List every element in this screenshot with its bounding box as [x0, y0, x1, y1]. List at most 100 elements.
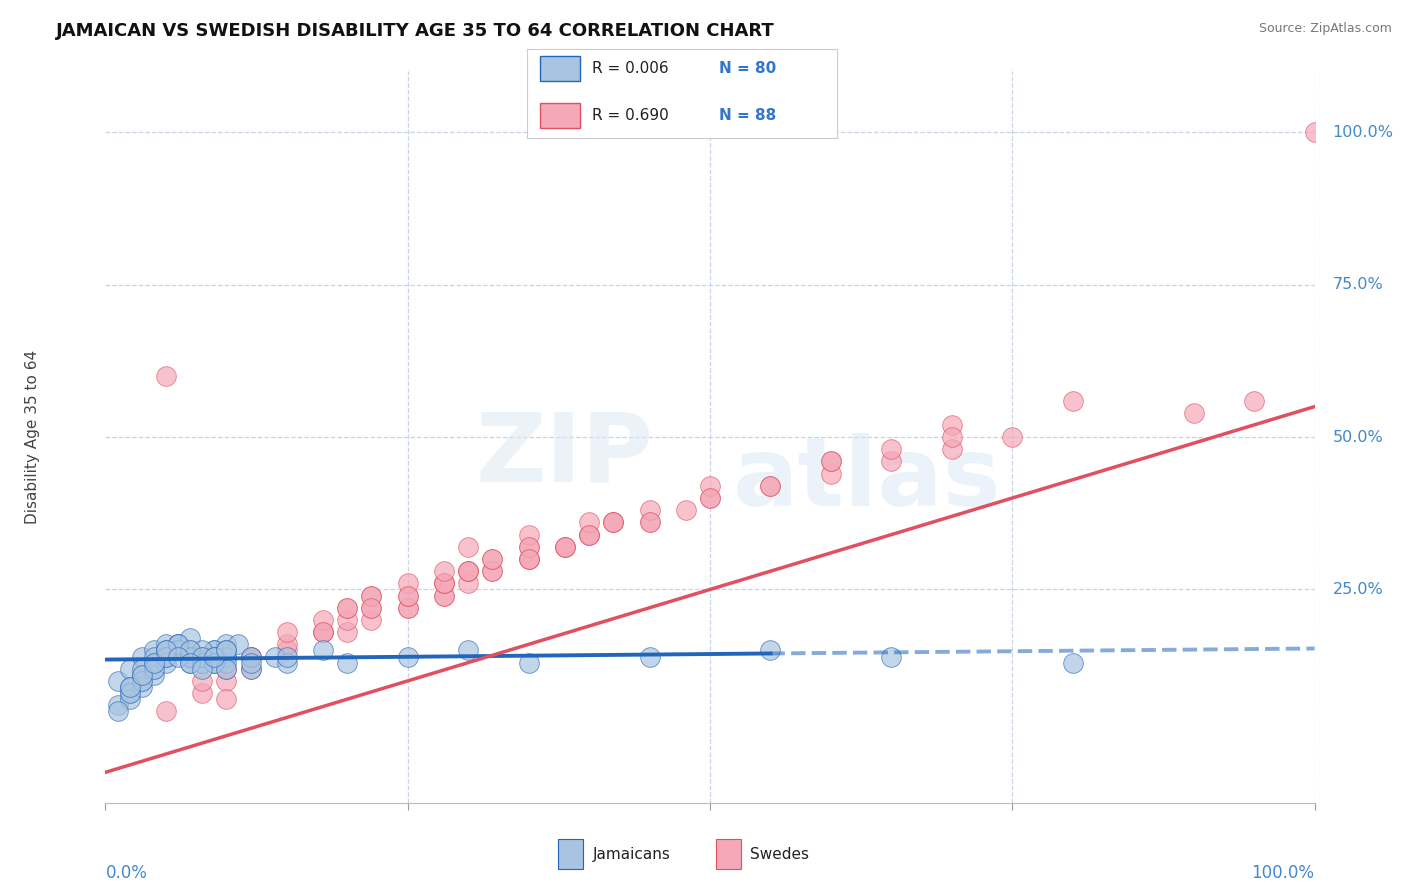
Point [578, 527, 600, 541]
Text: JAMAICAN VS SWEDISH DISABILITY AGE 35 TO 64 CORRELATION CHART: JAMAICAN VS SWEDISH DISABILITY AGE 35 TO… [56, 22, 775, 40]
Point [142, 667, 165, 681]
Point [481, 564, 503, 578]
Text: N = 88: N = 88 [718, 108, 776, 122]
Point [202, 643, 225, 657]
Point [215, 649, 238, 664]
Point [263, 649, 285, 664]
Point [941, 430, 963, 444]
Point [276, 625, 298, 640]
Point [167, 637, 190, 651]
Point [179, 649, 201, 664]
Point [675, 503, 697, 517]
Point [107, 673, 129, 688]
Point [360, 589, 382, 603]
Point [191, 643, 214, 657]
Point [336, 625, 359, 640]
Point [179, 656, 201, 670]
Point [433, 589, 456, 603]
Point [131, 667, 153, 681]
Point [191, 656, 214, 670]
Text: N = 80: N = 80 [718, 62, 776, 76]
Point [360, 600, 382, 615]
Point [167, 637, 190, 651]
Text: 25.0%: 25.0% [1333, 582, 1384, 597]
Point [554, 540, 576, 554]
Point [167, 637, 190, 651]
Point [191, 656, 214, 670]
Point [191, 673, 214, 688]
Point [118, 686, 141, 700]
Point [202, 649, 225, 664]
Point [336, 613, 359, 627]
Point [179, 656, 201, 670]
Point [215, 662, 238, 676]
Point [517, 552, 540, 566]
Point [699, 491, 721, 505]
Point [276, 656, 298, 670]
Point [517, 540, 540, 554]
Point [118, 680, 141, 694]
Point [131, 667, 153, 681]
Point [215, 637, 238, 651]
Point [517, 527, 540, 541]
Point [155, 649, 177, 664]
Point [820, 454, 842, 468]
Point [191, 649, 214, 664]
Point [336, 656, 359, 670]
Text: 0.0%: 0.0% [105, 863, 148, 882]
Text: Source: ZipAtlas.com: Source: ZipAtlas.com [1258, 22, 1392, 36]
Point [215, 662, 238, 676]
Text: Disability Age 35 to 64: Disability Age 35 to 64 [25, 350, 41, 524]
Point [131, 662, 153, 676]
Point [457, 576, 479, 591]
Point [167, 643, 190, 657]
Point [602, 516, 624, 530]
Point [155, 643, 177, 657]
Point [699, 491, 721, 505]
Point [941, 417, 963, 432]
Point [1062, 656, 1084, 670]
Point [638, 649, 661, 664]
Point [433, 576, 456, 591]
Point [142, 662, 165, 676]
Point [941, 442, 963, 457]
Point [396, 649, 419, 664]
Point [312, 625, 335, 640]
Point [191, 686, 214, 700]
Point [155, 643, 177, 657]
Point [336, 600, 359, 615]
Point [1243, 393, 1265, 408]
Point [239, 649, 262, 664]
Point [759, 479, 782, 493]
Bar [558, 839, 583, 869]
Point [699, 479, 721, 493]
Point [820, 454, 842, 468]
Point [360, 589, 382, 603]
Point [554, 540, 576, 554]
Point [202, 656, 225, 670]
Point [179, 632, 201, 646]
Point [191, 649, 214, 664]
Point [276, 643, 298, 657]
Point [155, 369, 177, 384]
Point [578, 527, 600, 541]
Text: ZIP: ZIP [477, 409, 654, 502]
Bar [540, 103, 579, 128]
Point [638, 516, 661, 530]
Point [118, 686, 141, 700]
Point [215, 673, 238, 688]
Point [820, 467, 842, 481]
Point [215, 649, 238, 664]
Point [312, 613, 335, 627]
Point [118, 680, 141, 694]
Point [457, 564, 479, 578]
Point [517, 656, 540, 670]
Point [107, 705, 129, 719]
Point [638, 503, 661, 517]
Text: 75.0%: 75.0% [1333, 277, 1384, 293]
Point [312, 625, 335, 640]
Point [202, 643, 225, 657]
Point [155, 649, 177, 664]
Text: 100.0%: 100.0% [1333, 125, 1393, 140]
Point [142, 656, 165, 670]
